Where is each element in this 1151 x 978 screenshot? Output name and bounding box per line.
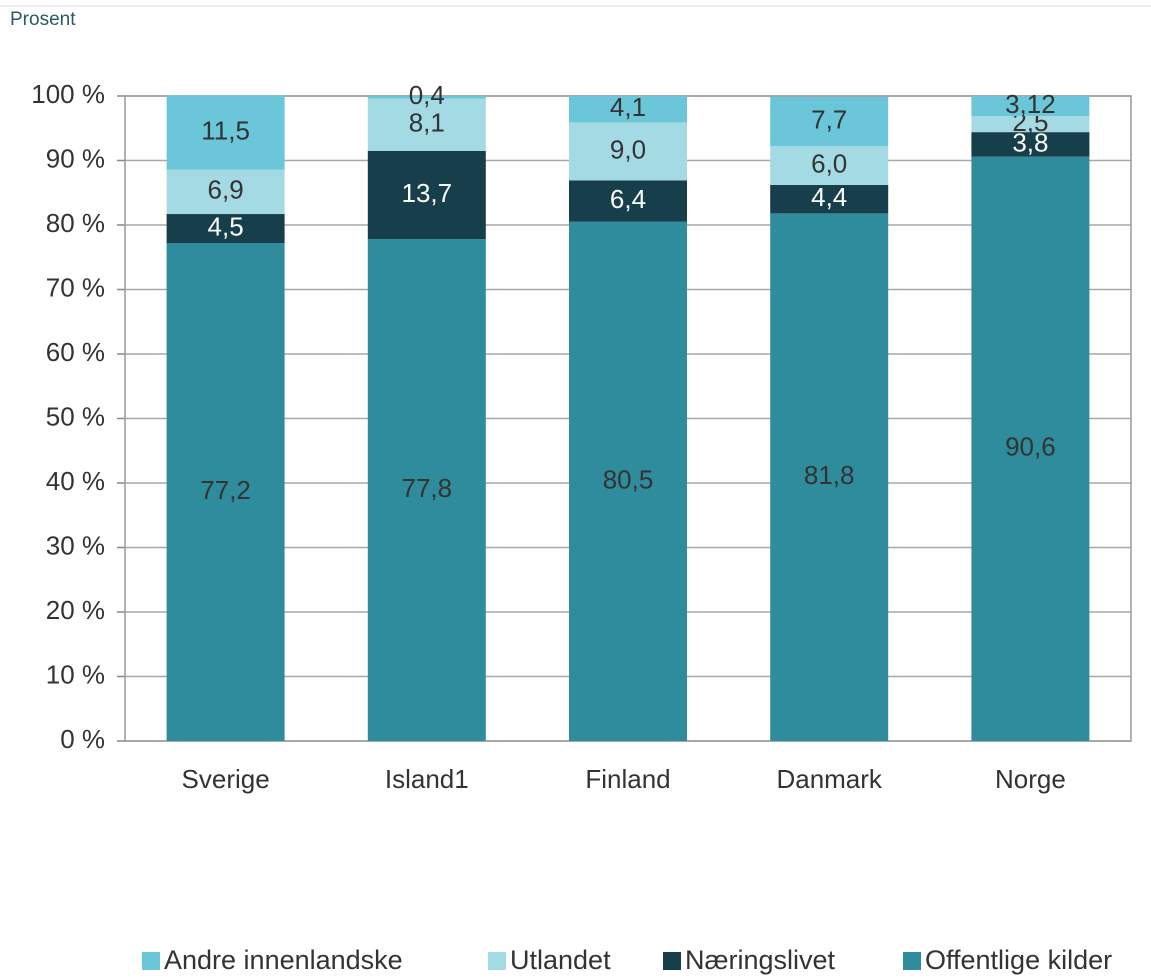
bar-segment xyxy=(367,98,486,151)
bar-segment xyxy=(569,221,687,741)
value-label: 11,5 xyxy=(201,115,250,145)
y-tick-label: 80 % xyxy=(46,208,105,238)
y-tick-label: 0 % xyxy=(60,724,105,754)
value-label: 8,1 xyxy=(409,108,445,138)
value-label: 77,8 xyxy=(401,473,452,503)
x-tick-label: Norge xyxy=(995,764,1066,794)
bar-segment xyxy=(166,95,285,170)
bar-segment xyxy=(166,243,285,741)
x-tick-label: Sverige xyxy=(182,764,270,794)
bar-segment xyxy=(770,185,889,214)
legend-label: Utlandet xyxy=(510,945,611,975)
legend-swatch xyxy=(903,952,921,970)
bar-segment xyxy=(770,96,889,147)
value-label: 9,0 xyxy=(610,134,646,164)
legend-label: Offentlige kilder xyxy=(925,945,1112,975)
bar-segment xyxy=(569,96,687,123)
bar-segment xyxy=(971,156,1090,741)
value-label: 6,9 xyxy=(208,175,244,205)
bar-segment xyxy=(166,169,285,215)
legend-swatch xyxy=(488,952,506,970)
legend-label: Næringslivet xyxy=(685,945,836,975)
value-label: 77,2 xyxy=(200,475,251,505)
x-tick-label: Island1 xyxy=(385,764,469,794)
y-tick-label: 20 % xyxy=(46,595,105,625)
bar-segment xyxy=(770,213,889,741)
value-label: 0,4 xyxy=(409,80,445,110)
value-label: 3,12 xyxy=(1005,89,1056,119)
y-tick-label: 90 % xyxy=(46,143,105,173)
value-label: 13,7 xyxy=(401,178,452,208)
bar-segment xyxy=(569,180,687,222)
bar-segment xyxy=(166,214,285,244)
bar-segment xyxy=(971,115,1090,133)
bar-segment xyxy=(971,95,1090,116)
bar-segment xyxy=(367,239,486,741)
bar-segment xyxy=(367,150,486,240)
value-label: 4,4 xyxy=(811,182,847,212)
value-label: 81,8 xyxy=(804,460,855,490)
y-tick-label: 40 % xyxy=(46,466,105,496)
bar-segment xyxy=(569,122,687,181)
value-label: 6,4 xyxy=(610,184,646,214)
bar-segment xyxy=(971,132,1090,157)
y-tick-label: 70 % xyxy=(46,272,105,302)
value-label: 6,0 xyxy=(811,149,847,179)
value-label: 80,5 xyxy=(603,464,654,494)
y-axis-label: Prosent xyxy=(10,9,76,30)
value-label: 7,7 xyxy=(811,104,847,134)
legend-label: Andre innenlandske xyxy=(164,945,403,975)
bar-segment xyxy=(367,96,486,99)
y-tick-label: 30 % xyxy=(46,530,105,560)
value-label: 90,6 xyxy=(1005,432,1056,462)
bar-segment xyxy=(770,146,889,186)
value-label: 4,1 xyxy=(610,92,646,122)
x-tick-label: Finland xyxy=(585,764,670,794)
value-label: 4,5 xyxy=(208,211,244,241)
legend-swatch xyxy=(142,952,160,970)
y-tick-label: 50 % xyxy=(46,401,105,431)
legend-swatch xyxy=(663,952,681,970)
y-tick-label: 100 % xyxy=(31,79,105,109)
y-tick-label: 10 % xyxy=(46,659,105,689)
x-tick-label: Danmark xyxy=(776,764,882,794)
y-tick-label: 60 % xyxy=(46,337,105,367)
value-label: 3,8 xyxy=(1012,127,1048,157)
